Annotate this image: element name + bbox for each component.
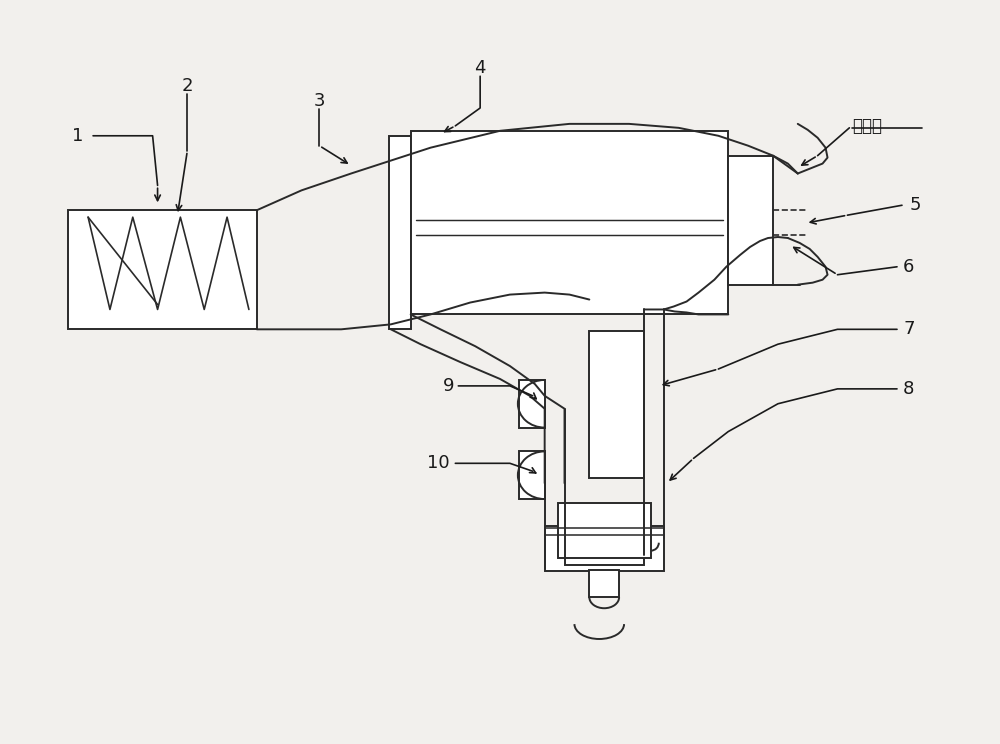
Bar xyxy=(519,452,545,499)
Bar xyxy=(545,526,664,571)
Text: 2: 2 xyxy=(182,77,193,95)
Bar xyxy=(728,155,773,285)
Bar xyxy=(519,380,545,428)
Bar xyxy=(389,135,411,330)
Text: 8: 8 xyxy=(903,380,915,398)
Text: 3: 3 xyxy=(314,92,325,110)
Bar xyxy=(589,569,619,597)
Text: 9: 9 xyxy=(443,377,454,395)
Bar xyxy=(411,131,728,315)
Text: 7: 7 xyxy=(903,321,915,339)
Text: 6: 6 xyxy=(903,257,915,276)
Text: 进风口: 进风口 xyxy=(852,117,882,135)
Bar xyxy=(565,530,644,565)
Text: 5: 5 xyxy=(909,196,921,214)
Text: 1: 1 xyxy=(72,126,84,145)
Bar xyxy=(558,503,651,557)
Bar xyxy=(589,331,644,478)
Bar xyxy=(68,211,257,330)
Text: 10: 10 xyxy=(427,455,450,472)
Text: 4: 4 xyxy=(474,60,486,77)
